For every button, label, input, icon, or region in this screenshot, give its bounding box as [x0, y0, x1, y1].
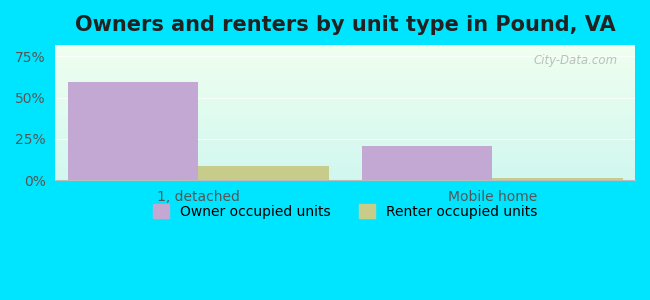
Title: Owners and renters by unit type in Pound, VA: Owners and renters by unit type in Pound…: [75, 15, 616, 35]
Bar: [492, 178, 623, 180]
Bar: [198, 166, 329, 180]
Bar: [361, 146, 492, 180]
Bar: [68, 82, 198, 180]
Text: City-Data.com: City-Data.com: [534, 54, 618, 68]
Legend: Owner occupied units, Renter occupied units: Owner occupied units, Renter occupied un…: [147, 199, 543, 225]
